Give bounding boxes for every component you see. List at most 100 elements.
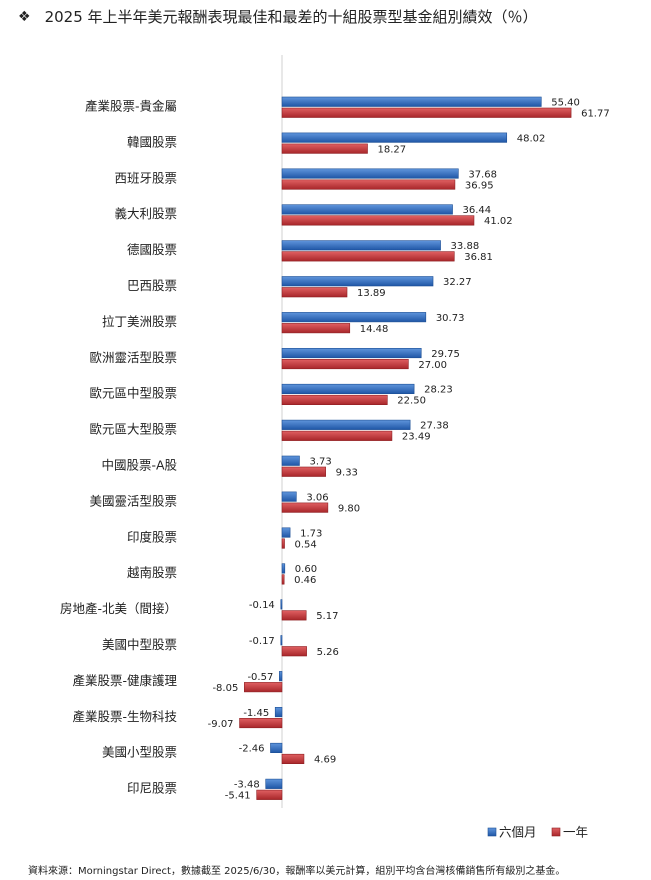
bar-six-month: [279, 671, 283, 682]
bar-one-year: [281, 107, 572, 118]
bar-six-month: [274, 706, 283, 718]
bar-one-year: [281, 394, 388, 406]
category-label: 美國中型股票: [102, 637, 177, 652]
value-label: -5.41: [225, 791, 251, 802]
category-label: 歐洲靈活型股票: [89, 350, 177, 365]
bar-six-month: [281, 132, 508, 143]
bar-one-year: [281, 753, 305, 765]
value-label: 22.50: [397, 396, 426, 407]
value-label: 4.69: [314, 755, 336, 766]
category-label: 歐元區大型股票: [89, 422, 177, 437]
value-label: 18.27: [378, 144, 407, 155]
value-label: 9.80: [338, 503, 360, 514]
bar-six-month: [281, 527, 291, 538]
value-label: 37.68: [468, 169, 497, 180]
value-label: 14.48: [360, 324, 389, 335]
value-label: 33.88: [451, 241, 480, 252]
bar-one-year: [281, 574, 285, 585]
value-label: -0.57: [247, 672, 273, 683]
source-note: 資料來源：Morningstar Direct，數據截至 2025/6/30，報…: [28, 866, 566, 877]
category-label: 中國股票-A股: [101, 458, 177, 473]
value-label: 27.38: [420, 421, 449, 432]
value-label: 36.44: [463, 205, 492, 216]
value-label: 28.23: [424, 385, 453, 396]
bar-six-month: [281, 168, 459, 179]
bar-six-month: [281, 563, 286, 574]
category-label: 印度股票: [127, 529, 177, 544]
bar-one-year: [281, 215, 475, 226]
category-label: 西班牙股票: [114, 170, 177, 185]
bar-six-month: [281, 204, 453, 215]
value-label: 9.33: [336, 468, 358, 479]
chart-title-row: ❖ 2025 年上半年美元報酬表現最佳和最差的十組股票型基金組別績效（％）: [18, 6, 538, 27]
category-label: 義大利股票: [114, 206, 177, 221]
bar-one-year: [281, 143, 368, 154]
bar-six-month: [280, 635, 283, 646]
value-label: 5.26: [317, 647, 339, 658]
value-label: 0.60: [295, 564, 317, 575]
legend-label-six-month: 六個月: [499, 825, 537, 840]
value-label: -3.48: [234, 780, 260, 791]
bar-six-month: [281, 347, 422, 359]
legend-swatch-six-month: [487, 827, 497, 837]
bar-one-year: [239, 717, 283, 729]
bar-six-month: [281, 312, 427, 323]
bar-six-month: [270, 742, 283, 754]
category-label: 德國股票: [127, 242, 177, 257]
value-label: 30.73: [436, 313, 465, 324]
category-label: 拉丁美洲股票: [102, 314, 177, 329]
chart-title: 2025 年上半年美元報酬表現最佳和最差的十組股票型基金組別績效（％）: [44, 8, 538, 26]
value-label: 32.27: [443, 277, 472, 288]
value-label: 29.75: [431, 349, 460, 360]
bar-one-year: [281, 430, 393, 441]
value-label: -8.05: [212, 683, 238, 694]
value-label: 48.02: [517, 133, 546, 144]
category-label: 歐元區中型股票: [89, 386, 177, 401]
value-label: 0.46: [294, 575, 316, 586]
bar-six-month: [281, 276, 434, 287]
bar-six-month: [281, 240, 441, 251]
value-label: 41.02: [484, 216, 513, 227]
category-label: 產業股票-貴金屬: [85, 99, 177, 114]
category-label: 韓國股票: [127, 134, 177, 149]
category-label: 產業股票-健康護理: [72, 673, 177, 688]
value-label: 61.77: [581, 109, 610, 120]
value-label: -1.45: [243, 708, 269, 719]
bar-six-month: [281, 419, 411, 430]
value-label: 55.40: [551, 98, 580, 109]
category-label: 印尼股票: [127, 781, 177, 796]
value-label: -9.07: [208, 719, 234, 730]
bar-six-month: [281, 383, 415, 395]
value-label: 3.06: [306, 492, 328, 503]
bar-one-year: [281, 502, 329, 513]
category-label: 巴西股票: [127, 278, 177, 293]
value-label: 0.54: [295, 539, 317, 550]
diamond-bullet-icon: ❖: [18, 8, 31, 25]
bar-one-year: [281, 287, 348, 298]
bar-six-month: [281, 491, 297, 502]
bar-one-year: [281, 466, 326, 477]
legend-swatch-one-year: [551, 827, 561, 837]
bar-one-year: [281, 251, 455, 262]
value-label: -2.46: [239, 744, 265, 755]
bar-one-year: [281, 610, 307, 621]
value-label: 36.81: [464, 252, 493, 263]
bar-one-year: [281, 358, 409, 370]
category-label: 產業股票-生物科技: [72, 709, 177, 724]
legend-label-one-year: 一年: [563, 825, 588, 840]
value-label: 13.89: [357, 288, 386, 299]
bar-six-month: [280, 599, 283, 610]
bar-one-year: [281, 179, 456, 190]
value-label: -0.17: [249, 636, 275, 647]
bar-six-month: [281, 455, 300, 466]
bar-one-year: [256, 789, 283, 800]
bar-one-year: [281, 538, 285, 549]
category-label: 房地產-北美（間接）: [60, 601, 177, 616]
category-label: 越南股票: [127, 565, 177, 580]
category-label: 美國小型股票: [102, 745, 177, 760]
value-label: 27.00: [418, 360, 447, 371]
bar-one-year: [281, 323, 351, 334]
value-label: 23.49: [402, 432, 431, 443]
value-label: 36.95: [465, 180, 494, 191]
